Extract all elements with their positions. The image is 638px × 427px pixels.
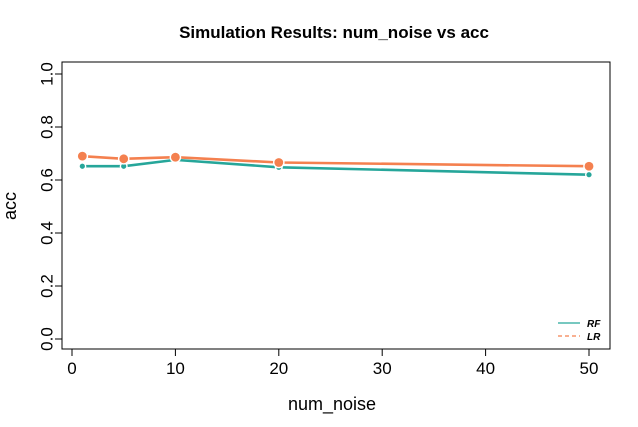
plot-frame — [61, 61, 611, 350]
y-tick-label: 0.4 — [37, 221, 56, 245]
x-tick-label: 20 — [269, 359, 288, 378]
data-point-lr — [171, 152, 180, 162]
x-tick-label: 0 — [67, 359, 76, 378]
legend-label-rf: RF — [587, 319, 601, 330]
y-tick-label: 1.0 — [37, 62, 56, 86]
x-axis: 0 10 20 30 40 50 — [67, 348, 599, 378]
chart-title: Simulation Results: num_noise vs acc — [179, 23, 489, 42]
x-axis-label: num_noise — [288, 394, 376, 415]
y-axis-label: acc — [0, 192, 20, 220]
data-point-lr — [119, 154, 129, 164]
legend-label-lr: LR — [587, 332, 601, 343]
data-point-rf — [121, 163, 127, 169]
y-tick-label: 0.2 — [37, 274, 56, 298]
data-point-lr — [274, 158, 284, 167]
y-tick-label: 0.0 — [37, 327, 56, 351]
series-layer — [76, 150, 595, 179]
data-point-rf — [586, 172, 592, 178]
x-tick-label: 10 — [166, 359, 185, 378]
x-tick-label: 40 — [476, 359, 495, 378]
data-point-rf — [79, 163, 85, 169]
y-tick-label: 0.6 — [37, 168, 56, 192]
legend: RF LR — [558, 319, 601, 343]
y-tick-label: 0.8 — [37, 115, 56, 139]
data-point-lr — [584, 161, 594, 171]
y-axis: 0.0 0.2 0.4 0.6 0.8 1.0 — [37, 62, 63, 351]
x-tick-label: 30 — [373, 359, 392, 378]
x-tick-label: 50 — [580, 359, 599, 378]
data-point-lr — [77, 151, 87, 161]
